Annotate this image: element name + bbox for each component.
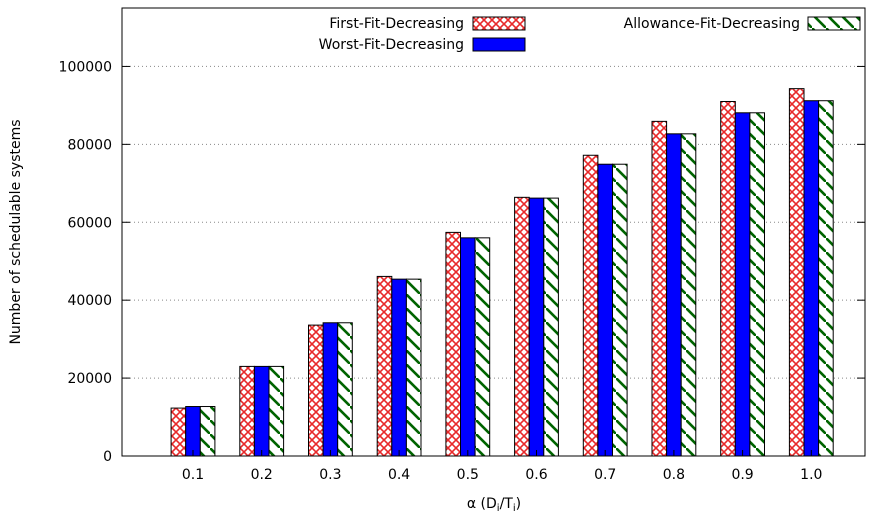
y-tick-label: 40000 (67, 293, 112, 309)
bar-first-fit-decreasing-0.1 (170, 407, 187, 457)
x-tick-labels: 0.1 0.2 0.3 0.4 0.5 0.6 0.7 0.8 0.9 1.0 (182, 450, 822, 483)
x-tick-label: 1.0 (800, 467, 822, 483)
bar-allowance-fit-decreasing-0.7 (612, 163, 628, 457)
x-tick-label: 0.1 (182, 467, 204, 483)
bar-first-fit-decreasing-0.3 (308, 324, 324, 457)
x-axis-label-mid: /T (500, 496, 514, 512)
bar-first-fit-decreasing-0.4 (376, 275, 393, 457)
bar-allowance-fit-decreasing-0.8 (680, 133, 697, 457)
x-axis-label-sub1: i (497, 503, 500, 514)
x-tick-label: 0.5 (457, 467, 479, 483)
bar-allowance-fit-decreasing-1.0 (818, 100, 834, 457)
bar-allowance-fit-decreasing-0.5 (474, 237, 491, 457)
x-tick-label: 0.6 (525, 467, 547, 483)
legend-label-first-fit: First-Fit-Decreasing (329, 16, 464, 32)
x-tick-label: 0.8 (663, 467, 685, 483)
bar-worst-fit-decreasing-0.4 (391, 278, 407, 457)
legend-label-worst-fit: Worst-Fit-Decreasing (319, 37, 464, 53)
y-tick-labels: 0 20000 40000 60000 80000 100000 (59, 59, 865, 465)
legend-swatch-first-fit (472, 16, 526, 31)
bar-worst-fit-decreasing-0.8 (666, 133, 682, 457)
x-tick-label: 0.4 (388, 467, 410, 483)
bar-worst-fit-decreasing-0.5 (460, 237, 476, 457)
x-axis-label-base: α (D (467, 496, 497, 512)
bar-first-fit-decreasing-0.2 (239, 365, 255, 457)
bars-group (170, 88, 834, 457)
legend: First-Fit-Decreasing Worst-Fit-Decreasin… (319, 16, 861, 53)
bar-allowance-fit-decreasing-0.3 (337, 322, 353, 457)
bar-first-fit-decreasing-0.7 (582, 154, 599, 457)
x-tick-label: 0.9 (731, 467, 753, 483)
x-axis-label: α (Di/Ti) (467, 496, 521, 514)
bar-worst-fit-decreasing-0.3 (322, 322, 339, 457)
x-tick-label: 0.7 (594, 467, 616, 483)
y-axis-label: Number of schedulable systems (8, 119, 24, 344)
bar-allowance-fit-decreasing-0.9 (749, 112, 766, 457)
y-tick-label: 60000 (67, 215, 112, 231)
bar-first-fit-decreasing-0.8 (651, 120, 668, 457)
legend-label-allowance-fit: Allowance-Fit-Decreasing (624, 16, 800, 32)
bar-allowance-fit-decreasing-0.6 (543, 197, 559, 457)
bar-first-fit-decreasing-1.0 (788, 88, 805, 457)
legend-swatch-worst-fit (472, 37, 526, 52)
bar-worst-fit-decreasing-0.2 (253, 365, 270, 457)
y-tick-label: 80000 (67, 137, 112, 153)
bar-allowance-fit-decreasing-0.4 (405, 278, 422, 457)
plot-frame (121, 7, 866, 457)
legend-swatch-allowance-fit (807, 16, 861, 31)
bar-first-fit-decreasing-0.5 (445, 231, 461, 457)
y-tick-label: 100000 (59, 59, 112, 75)
bar-first-fit-decreasing-0.6 (514, 196, 530, 457)
x-axis-label-end: ) (516, 496, 521, 512)
bar-worst-fit-decreasing-0.6 (528, 197, 545, 457)
bar-worst-fit-decreasing-0.1 (185, 406, 201, 457)
x-axis-label-sub2: i (513, 503, 516, 514)
x-tick-label: 0.3 (319, 467, 341, 483)
bar-worst-fit-decreasing-1.0 (803, 100, 820, 457)
x-tick-label: 0.2 (251, 467, 273, 483)
bar-allowance-fit-decreasing-0.1 (199, 406, 216, 457)
bar-worst-fit-decreasing-0.7 (597, 163, 614, 457)
bar-first-fit-decreasing-0.9 (720, 100, 736, 457)
y-tick-label: 0 (103, 449, 112, 465)
bar-allowance-fit-decreasing-0.2 (268, 365, 285, 457)
y-tick-label: 20000 (67, 371, 112, 387)
bar-worst-fit-decreasing-0.9 (734, 112, 751, 457)
